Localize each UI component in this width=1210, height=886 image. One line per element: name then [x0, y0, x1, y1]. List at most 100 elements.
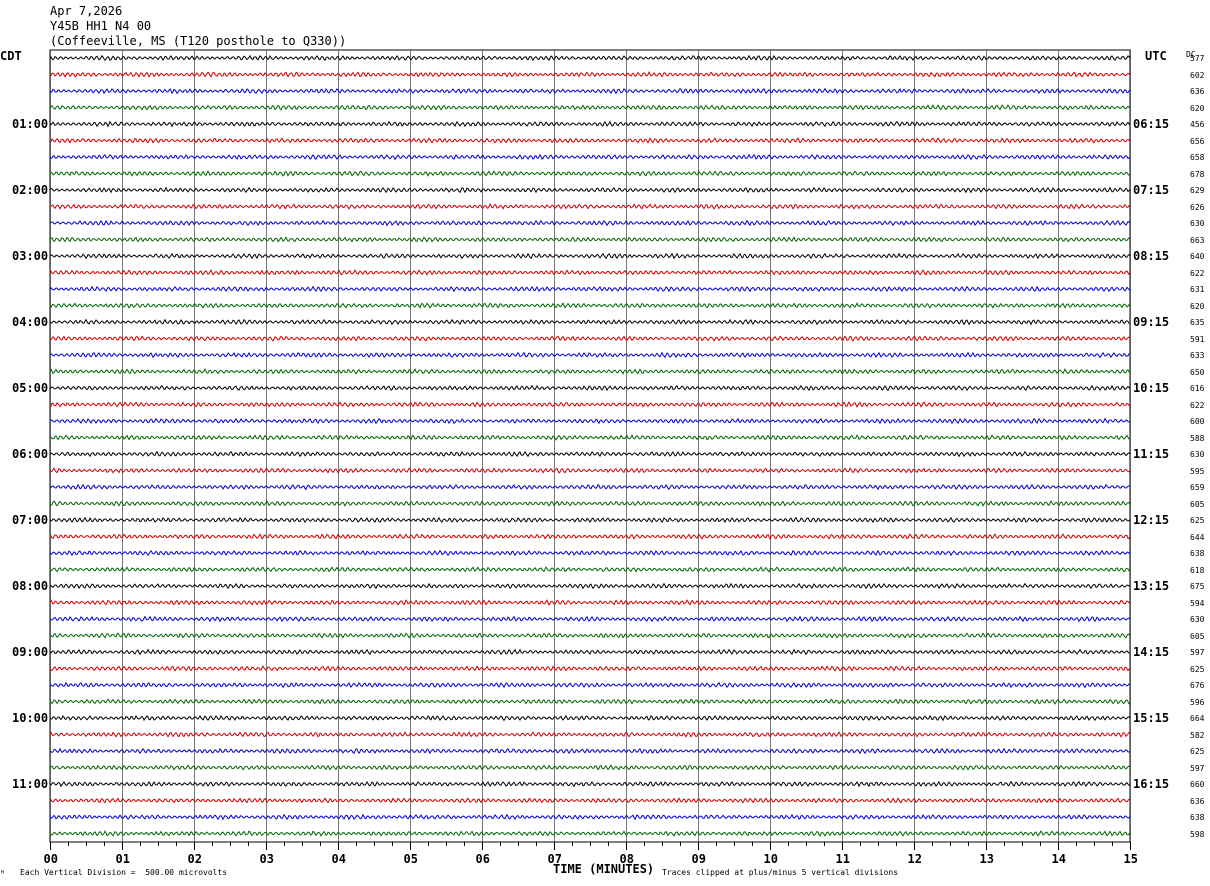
seismic-trace	[49, 54, 1131, 62]
dc-offset-label: 595	[1190, 466, 1205, 476]
seismic-trace	[49, 351, 1131, 359]
cdt-hour-label: 08:00	[12, 579, 49, 593]
seismic-trace	[49, 236, 1131, 243]
dc-offset-label: 629	[1190, 186, 1205, 195]
seismic-trace	[49, 764, 1131, 771]
seismic-trace	[49, 599, 1131, 606]
utc-hour-label: 06:15	[1133, 117, 1170, 131]
dc-offset-label: 596	[1190, 697, 1205, 707]
utc-hour-label: 08:15	[1133, 249, 1170, 263]
x-tick-label: 01	[115, 852, 130, 866]
dc-offset-label: 650	[1190, 367, 1205, 377]
clip-note: Traces clipped at plus/minus 5 vertical …	[662, 868, 899, 877]
cdt-hour-label: 05:00	[12, 381, 49, 395]
seismic-trace	[49, 153, 1131, 161]
seismic-trace	[49, 302, 1131, 309]
utc-hour-label: 11:15	[1133, 447, 1170, 461]
dc-offset-label: 636	[1190, 796, 1205, 806]
seismic-trace	[49, 252, 1131, 260]
plot-date: Apr 7,2026	[50, 4, 123, 18]
dc-offset-label: 625	[1190, 664, 1205, 674]
dc-offset-label: 678	[1190, 169, 1205, 179]
seismic-trace	[49, 87, 1131, 95]
dc-offset-label: 594	[1190, 598, 1205, 608]
x-axis-title: TIME (MINUTES)	[553, 862, 655, 876]
dc-offset-label: 625	[1190, 747, 1205, 756]
cdt-hour-label: 11:00	[12, 777, 49, 791]
cdt-hour-label: 03:00	[12, 249, 49, 263]
x-tick-label: 13	[979, 852, 994, 866]
seismic-trace	[49, 516, 1131, 524]
dc-offset-label: 638	[1190, 813, 1205, 822]
dc-offset-label: 626	[1190, 202, 1205, 212]
dc-offset-label: 675	[1190, 582, 1205, 591]
seismic-trace	[49, 219, 1131, 227]
dc-offset-label: 456	[1190, 120, 1205, 129]
seismic-trace	[49, 467, 1131, 474]
x-tick-label: 05	[403, 852, 418, 866]
plot-frame	[49, 49, 1131, 843]
dc-offset-label: 618	[1190, 565, 1205, 575]
x-tick-label: 08	[619, 852, 634, 866]
seismic-trace	[49, 648, 1131, 656]
seismic-trace	[49, 417, 1131, 425]
utc-hour-label: 14:15	[1133, 645, 1170, 659]
seismic-trace	[50, 384, 1131, 392]
x-tick-label: 14	[1051, 852, 1066, 866]
seismic-trace	[49, 104, 1131, 111]
dc-offset-label: 620	[1190, 103, 1205, 113]
seismic-trace	[49, 285, 1131, 293]
x-tick-label: 02	[187, 852, 202, 866]
seismic-trace	[49, 582, 1131, 590]
seismic-trace	[50, 632, 1131, 639]
seismic-trace	[49, 335, 1131, 342]
seismic-trace	[49, 780, 1131, 788]
dc-offset-label: 620	[1190, 301, 1205, 311]
dc-offset-label: 600	[1190, 417, 1205, 426]
dc-offset-label: 582	[1190, 730, 1205, 740]
dc-offset-label: 597	[1190, 648, 1205, 657]
cdt-hour-label: 01:00	[12, 117, 49, 131]
dc-offset-label: 659	[1190, 483, 1205, 492]
seismic-trace	[49, 747, 1131, 755]
dc-offset-label: 622	[1190, 268, 1205, 278]
x-tick-label: 06	[475, 852, 490, 866]
dc-offset-label: 660	[1190, 780, 1205, 789]
seismic-trace	[49, 318, 1131, 326]
x-tick-label: 07	[547, 852, 562, 866]
dc-offset-label: 602	[1190, 70, 1205, 80]
dc-offset-label: 625	[1190, 516, 1205, 525]
seismic-trace	[49, 533, 1131, 540]
dc-offset-label: 630	[1190, 450, 1205, 459]
dc-offset-label: 598	[1190, 829, 1205, 839]
dc-offset-label: 656	[1190, 136, 1205, 146]
cdt-hour-label: 02:00	[12, 183, 49, 197]
x-tick-label: 09	[691, 852, 706, 866]
dc-offset-label: 588	[1190, 433, 1205, 443]
x-tick-label: 15	[1123, 852, 1138, 866]
dc-offset-label: 630	[1190, 615, 1205, 624]
dc-offset-label: 638	[1190, 549, 1205, 558]
dc-offset-label: 633	[1190, 351, 1205, 360]
seismic-trace	[49, 203, 1131, 210]
cdt-hour-label: 06:00	[12, 447, 49, 461]
dc-offset-label: 591	[1190, 334, 1205, 344]
x-tick-label: 00	[43, 852, 58, 866]
seismic-trace	[49, 615, 1131, 623]
utc-hour-label: 15:15	[1133, 711, 1170, 725]
utc-hour-label: 07:15	[1133, 183, 1170, 197]
station-location: (Coffeeville, MS (T120 posthole to Q330)…	[50, 34, 347, 48]
dc-column-header: DC	[1186, 50, 1196, 59]
cdt-hour-label: 04:00	[12, 315, 49, 329]
seismic-trace	[49, 71, 1131, 78]
right-timezone-label: UTC	[1145, 49, 1167, 63]
dc-offset-label: 658	[1190, 153, 1205, 162]
seismic-trace	[49, 714, 1131, 722]
x-tick-label: 10	[763, 852, 778, 866]
seismic-trace	[49, 401, 1131, 408]
dc-offset-label: 577	[1190, 54, 1205, 63]
dc-offset-label: 676	[1190, 681, 1205, 690]
dc-offset-label: 664	[1190, 714, 1205, 723]
utc-hour-label: 09:15	[1133, 315, 1170, 329]
